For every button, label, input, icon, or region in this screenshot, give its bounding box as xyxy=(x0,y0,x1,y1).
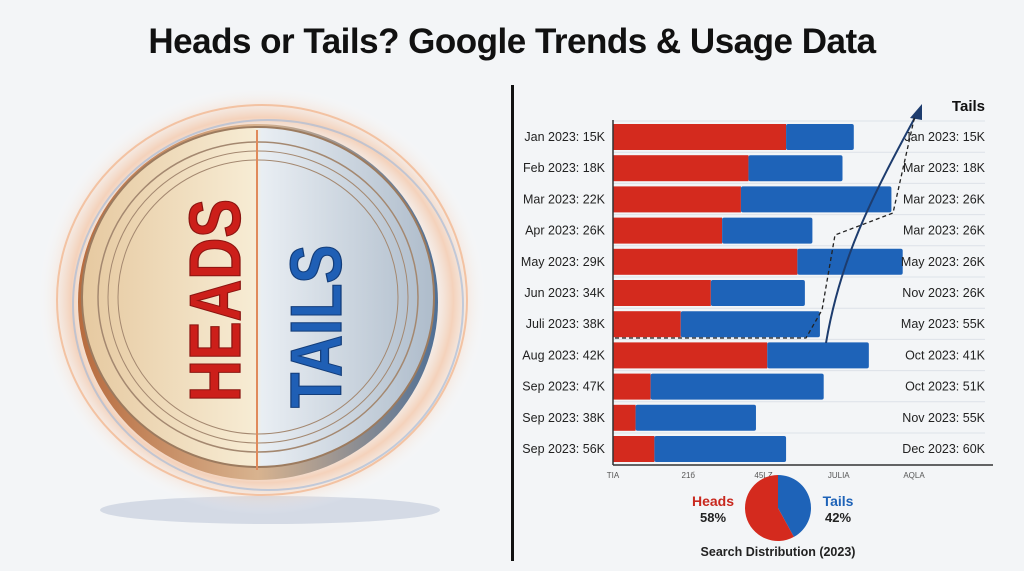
right-label: Mar 2023: 26K xyxy=(903,224,986,238)
bar-heads xyxy=(613,280,711,306)
trend-arrow-line xyxy=(825,111,919,344)
bar-heads xyxy=(613,342,768,369)
coin-tails-text: TAILS xyxy=(276,245,357,408)
left-label: Sep 2023: 47K xyxy=(522,380,605,394)
page-title: Heads or Tails? Google Trends & Usage Da… xyxy=(148,22,876,61)
pie-heads-label: Heads xyxy=(692,493,734,509)
right-label: Oct 2023: 41K xyxy=(905,348,986,362)
bar-heads xyxy=(613,373,651,400)
bar-tails xyxy=(722,217,813,244)
x-tick-label: AQLA xyxy=(903,471,925,480)
left-label: May 2023: 29K xyxy=(521,255,606,269)
bar-tails xyxy=(740,186,892,213)
left-label: Juli 2023: 38K xyxy=(526,317,606,331)
pie-chart xyxy=(744,475,811,541)
bar-heads xyxy=(613,404,636,431)
left-label: Jan 2023: 15K xyxy=(524,130,605,144)
right-label: May 2023: 26K xyxy=(901,255,986,269)
left-label: Sep 2023: 38K xyxy=(522,411,605,425)
bar-tails xyxy=(797,248,903,275)
divider xyxy=(511,85,514,561)
right-label: Mar 2023: 26K xyxy=(903,192,986,206)
left-label: Mar 2023: 22K xyxy=(523,192,606,206)
bar-heads xyxy=(613,124,787,150)
right-label: Jan 2023: 15K xyxy=(904,130,985,144)
x-tick-label: JULIA xyxy=(828,471,850,480)
left-label: Apr 2023: 26K xyxy=(525,224,606,238)
right-label: May 2023: 55K xyxy=(901,317,986,331)
pie-heads-value: 58% xyxy=(700,510,726,525)
x-tick-label: 21б xyxy=(682,471,696,480)
right-label: Mar 2023: 18K xyxy=(903,161,986,175)
bar-heads xyxy=(613,155,749,182)
bar-tails xyxy=(748,155,843,182)
bar-heads xyxy=(613,436,655,462)
coin-heads-text: HEADS xyxy=(175,199,256,402)
pie-slice-tails xyxy=(778,475,811,537)
bar-heads xyxy=(613,248,798,275)
legend-title: Tails xyxy=(952,98,985,115)
bar-tails xyxy=(786,124,854,150)
right-label: Oct 2023: 51K xyxy=(905,380,986,394)
pie-tails-label: Tails xyxy=(823,493,854,509)
bar-tails xyxy=(650,373,824,400)
x-tick-label: 45LZ xyxy=(754,471,772,480)
bar-heads xyxy=(613,217,723,244)
bar-heads xyxy=(613,311,681,338)
left-label: Feb 2023: 18K xyxy=(523,161,606,175)
coin-illustration: HEADS TAILS xyxy=(40,90,487,524)
bar-heads xyxy=(613,186,741,213)
bar-tails xyxy=(635,404,756,431)
right-label: Dec 2023: 60K xyxy=(902,442,985,456)
bar-tails xyxy=(654,436,787,462)
bar-tails xyxy=(710,280,805,306)
left-label: Jun 2023: 34K xyxy=(524,286,605,300)
left-label: Aug 2023: 42K xyxy=(522,348,605,362)
pie-tails-value: 42% xyxy=(825,510,851,525)
right-label: Nov 2023: 55K xyxy=(902,411,985,425)
right-label: Nov 2023: 26K xyxy=(902,286,985,300)
bar-tails xyxy=(767,342,869,369)
pie-slice-heads xyxy=(744,475,794,541)
pie-title: Search Distribution (2023) xyxy=(701,545,856,559)
arrow-head-icon xyxy=(910,104,922,120)
left-label: Sep 2023: 56K xyxy=(522,442,605,456)
x-tick-label: TIA xyxy=(607,471,620,480)
bar-tails xyxy=(680,311,820,338)
trend-dashed-line xyxy=(615,114,916,339)
